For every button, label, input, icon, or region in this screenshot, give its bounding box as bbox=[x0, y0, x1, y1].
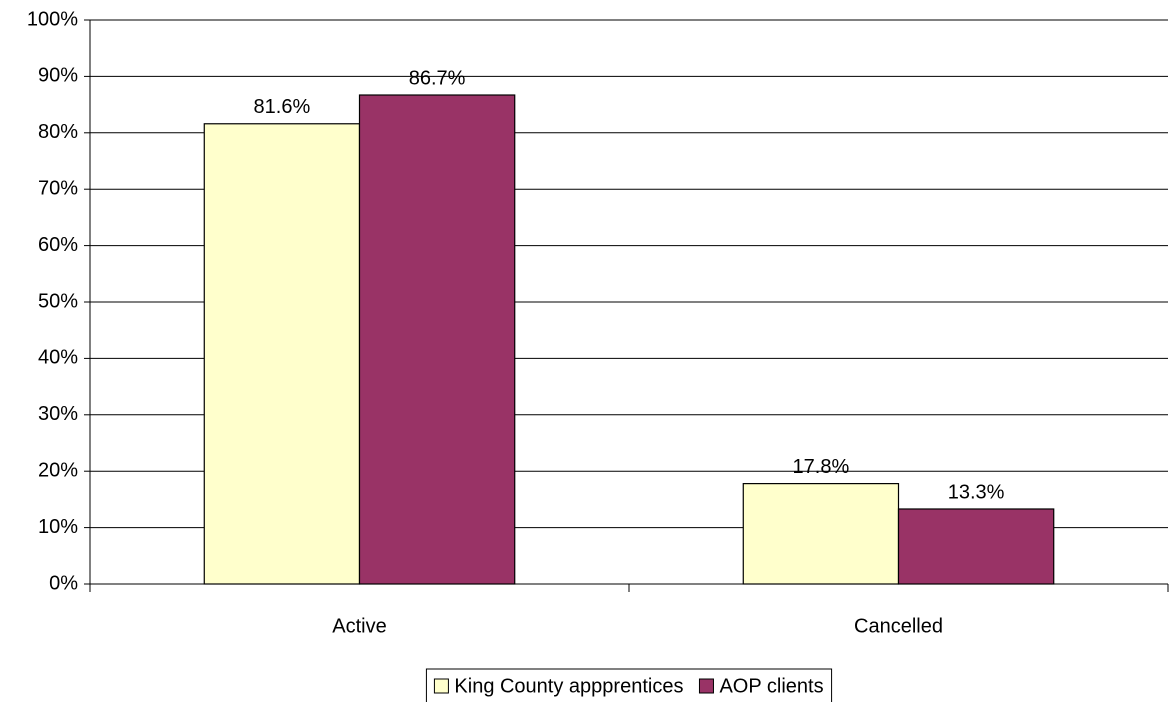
bar bbox=[897, 508, 1055, 585]
legend-label: AOP clients bbox=[719, 675, 823, 697]
bar bbox=[203, 123, 361, 585]
y-tick-label: 60% bbox=[38, 234, 78, 256]
legend bbox=[425, 668, 833, 702]
legend-swatch bbox=[433, 678, 449, 694]
y-tick-label: 100% bbox=[27, 8, 78, 30]
x-tick-label: Cancelled bbox=[854, 615, 943, 637]
value-label: 81.6% bbox=[254, 96, 311, 118]
bar bbox=[742, 483, 900, 585]
y-tick-label: 30% bbox=[38, 403, 78, 425]
value-label: 17.8% bbox=[793, 456, 850, 478]
y-tick-label: 90% bbox=[38, 65, 78, 87]
y-tick-label: 40% bbox=[38, 347, 78, 369]
legend-swatch bbox=[698, 678, 714, 694]
y-tick-label: 0% bbox=[49, 572, 78, 594]
y-tick-label: 20% bbox=[38, 459, 78, 481]
value-label: 86.7% bbox=[409, 67, 466, 89]
value-label: 13.3% bbox=[948, 481, 1005, 503]
y-tick-label: 80% bbox=[38, 121, 78, 143]
bar bbox=[358, 94, 516, 585]
y-tick-label: 70% bbox=[38, 177, 78, 199]
x-tick-label: Active bbox=[332, 615, 386, 637]
legend-label: King County appprentices bbox=[454, 675, 683, 697]
y-tick-label: 10% bbox=[38, 516, 78, 538]
y-tick-label: 50% bbox=[38, 290, 78, 312]
